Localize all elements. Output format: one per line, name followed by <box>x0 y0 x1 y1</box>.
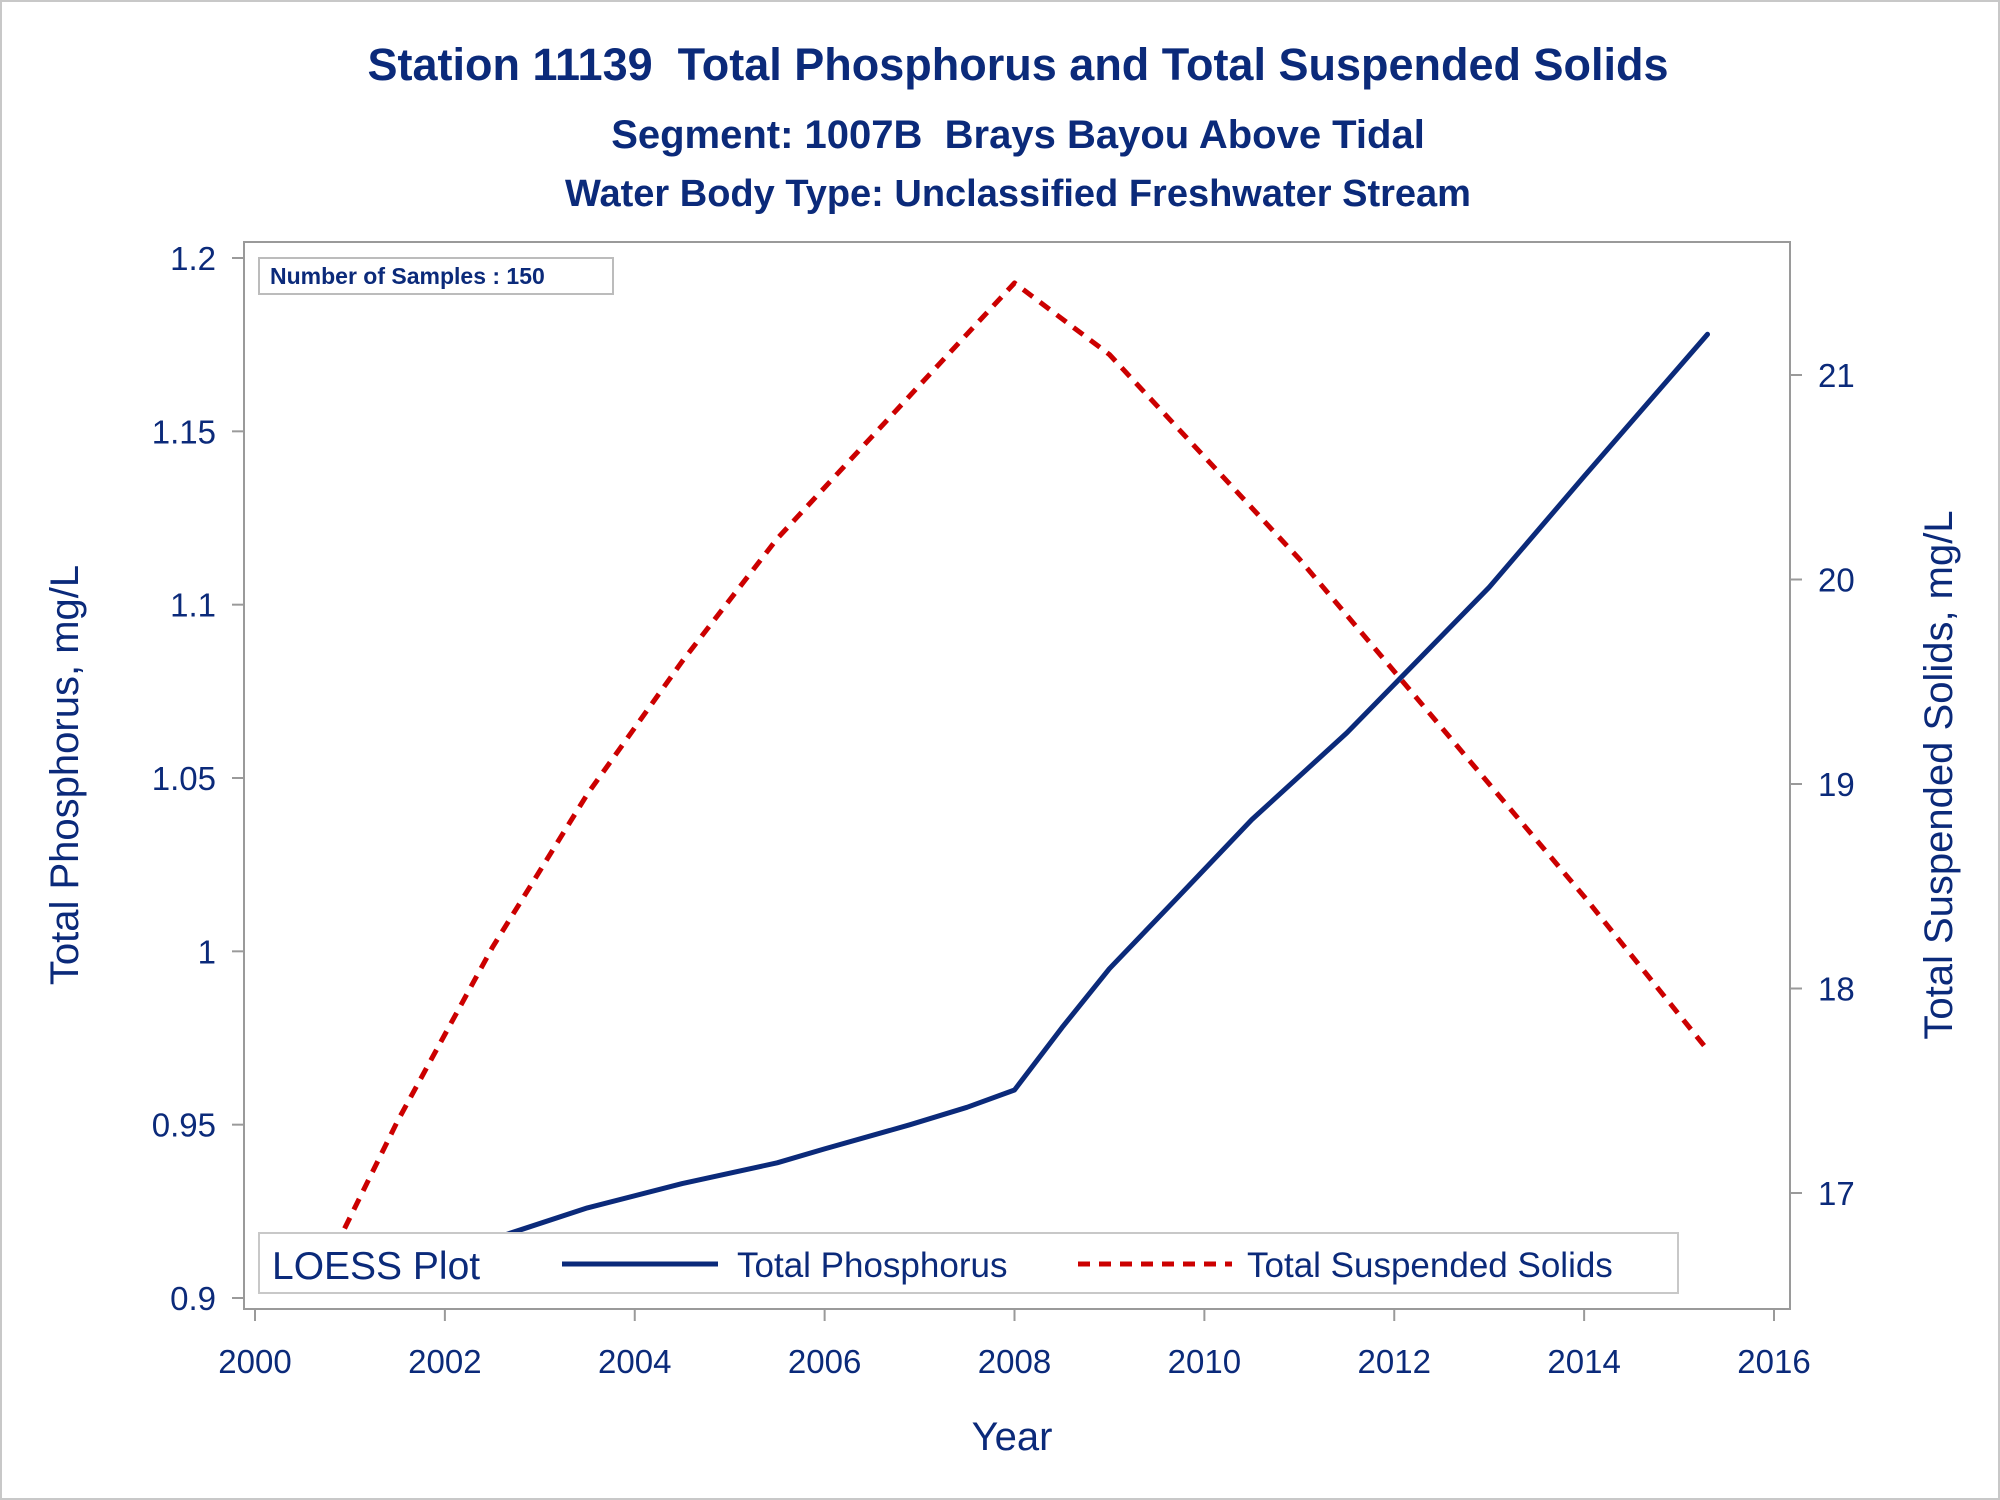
x-axis: 2000 2002 2004 2006 2008 2010 2012 2014 2016 <box>218 1309 1811 1380</box>
legend-frame <box>258 1232 1679 1294</box>
series-line-total-suspended-solids <box>314 280 1710 1287</box>
chart-subtitle: Segment: 1007B Brays Bayou Above Tidal <box>611 113 1425 157</box>
y-right-tick-label: 20 <box>1818 562 1855 599</box>
y-right-tick-label: 19 <box>1818 766 1855 803</box>
chart-subtitle-2: Water Body Type: Unclassified Freshwater… <box>565 173 1471 215</box>
x-tick-label: 2010 <box>1168 1343 1241 1380</box>
y-left-tick-label: 1.05 <box>152 760 216 797</box>
y-right-tick-label: 21 <box>1818 357 1855 394</box>
legend-title: LOESS Plot <box>272 1245 480 1288</box>
y-right-tick-label: 17 <box>1818 1175 1855 1212</box>
y-axis-right: 17 18 19 20 21 <box>1790 357 1855 1212</box>
y-right-tick-label: 18 <box>1818 971 1855 1008</box>
series-layer <box>314 280 1710 1291</box>
x-tick-label: 2006 <box>788 1343 861 1380</box>
plot-area-border <box>243 241 1791 1310</box>
x-tick-label: 2016 <box>1737 1343 1810 1380</box>
x-tick-label: 2000 <box>218 1343 291 1380</box>
x-tick-label: 2008 <box>978 1343 1051 1380</box>
sample-count-frame <box>258 257 614 295</box>
y-left-tick-label: 1.15 <box>152 413 216 450</box>
y-axis-right-label: Total Suspended Solids, mg/L <box>1917 510 1961 1039</box>
series-line-total-phosphorus <box>314 331 1710 1291</box>
y-left-tick-label: 1.2 <box>170 240 216 277</box>
x-tick-label: 2002 <box>408 1343 481 1380</box>
legend-label-total-suspended-solids: Total Suspended Solids <box>1247 1246 1613 1285</box>
sample-count-text: Number of Samples : 150 <box>270 263 545 289</box>
y-left-tick-label: 1 <box>198 933 216 970</box>
legend-label-total-phosphorus: Total Phosphorus <box>737 1246 1007 1285</box>
y-left-tick-label: 0.9 <box>170 1280 216 1317</box>
x-tick-label: 2014 <box>1547 1343 1620 1380</box>
y-axis-left: 0.9 0.95 1 1.05 1.1 1.15 1.2 <box>152 240 244 1317</box>
y-axis-left-label: Total Phosphorus, mg/L <box>43 565 87 985</box>
y-left-tick-label: 0.95 <box>152 1107 216 1144</box>
y-left-tick-label: 1.1 <box>170 587 216 624</box>
legend: LOESS Plot Total Phosphorus Total Suspen… <box>258 1232 1679 1294</box>
sample-count-box: Number of Samples : 150 <box>258 257 614 295</box>
x-tick-label: 2004 <box>598 1343 671 1380</box>
x-axis-label: Year <box>972 1415 1053 1459</box>
chart-title: Station 11139 Total Phosphorus and Total… <box>367 39 1668 90</box>
x-tick-label: 2012 <box>1358 1343 1431 1380</box>
